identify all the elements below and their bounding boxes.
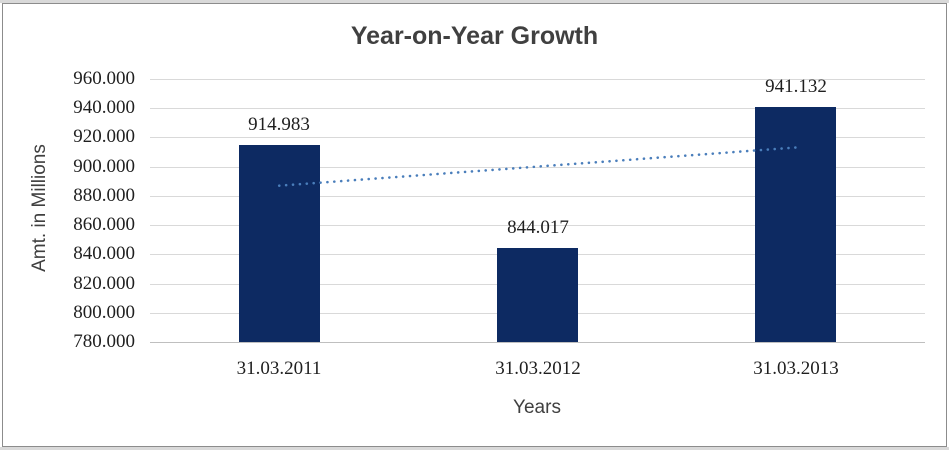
bar-31.03.2011	[239, 145, 320, 342]
y-tick-label: 800.000	[73, 302, 135, 323]
bar-value-label: 844.017	[507, 217, 569, 238]
y-tick-label: 960.000	[73, 68, 135, 89]
gridline	[150, 79, 925, 80]
y-tick-label: 920.000	[73, 126, 135, 147]
gridline	[150, 108, 925, 109]
y-tick-label: 900.000	[73, 156, 135, 177]
y-tick-label: 880.000	[73, 185, 135, 206]
x-tick-label: 31.03.2012	[495, 358, 581, 379]
outer-band-bottom	[0, 447, 949, 450]
y-tick-label: 780.000	[73, 331, 135, 352]
x-tick-label: 31.03.2013	[753, 358, 839, 379]
y-tick-label: 840.000	[73, 243, 135, 264]
gridline	[150, 137, 925, 138]
plot-area	[150, 79, 925, 343]
x-axis-title: Years	[513, 397, 561, 418]
bar-value-label: 914.983	[248, 114, 310, 135]
y-tick-label: 940.000	[73, 97, 135, 118]
y-tick-label: 860.000	[73, 214, 135, 235]
gridline	[150, 167, 925, 168]
gridline	[150, 196, 925, 197]
x-tick-label: 31.03.2011	[236, 358, 322, 379]
bar-31.03.2013	[755, 107, 836, 342]
y-tick-label: 820.000	[73, 273, 135, 294]
bar-31.03.2012	[497, 248, 578, 342]
outer-band-top	[0, 0, 949, 3]
gridline	[150, 225, 925, 226]
chart-title: Year-on-Year Growth	[350, 22, 599, 50]
x-axis-line	[150, 342, 925, 343]
bar-value-label: 941.132	[765, 76, 827, 97]
